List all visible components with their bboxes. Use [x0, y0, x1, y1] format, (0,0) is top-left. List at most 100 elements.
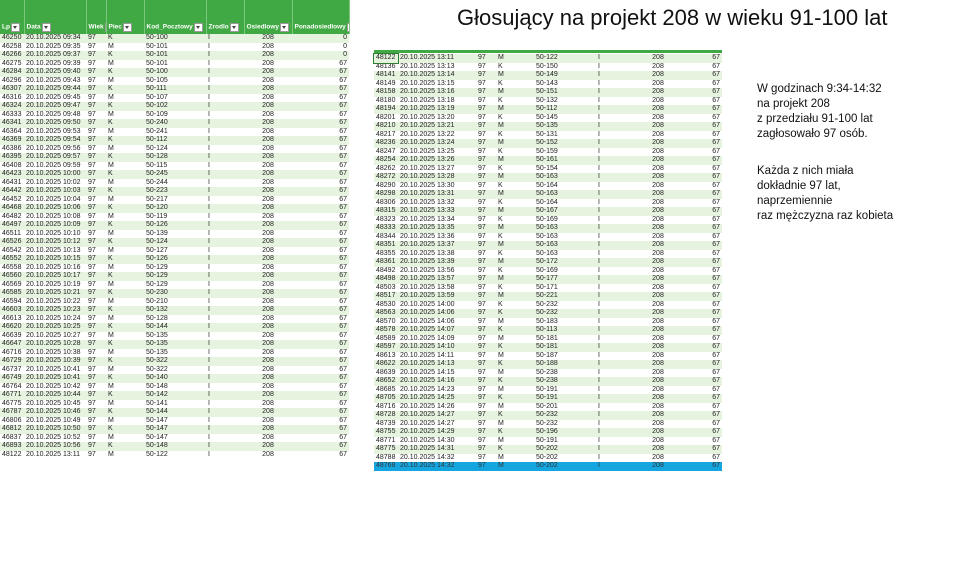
table-cell[interactable]: 48290: [374, 181, 398, 190]
table-cell[interactable]: 20.10.2025 14:26: [398, 402, 476, 411]
table-cell[interactable]: 67: [682, 266, 722, 275]
table-cell[interactable]: I: [596, 317, 634, 326]
table-cell[interactable]: I: [596, 147, 634, 156]
table-row[interactable]: 48136 20.10.2025 13:13 97 K 50-150 I 208 67: [374, 62, 722, 71]
table-cell[interactable]: 208: [634, 360, 682, 369]
table-row[interactable]: 46526 20.10.2025 10:12 97 K 50-124 I 208 67: [0, 238, 349, 247]
table-row[interactable]: 46296 20.10.2025 09:43 97 M 50-105 I 208 67: [0, 76, 349, 85]
table-cell[interactable]: 208: [634, 198, 682, 207]
table-cell[interactable]: 46613: [0, 314, 24, 323]
table-cell[interactable]: 46395: [0, 153, 24, 162]
table-row[interactable]: 48739 20.10.2025 14:27 97 M 50-232 I 208 67: [374, 419, 722, 428]
table-cell[interactable]: 50-240: [144, 119, 206, 128]
table-cell[interactable]: 208: [634, 156, 682, 165]
table-cell[interactable]: I: [596, 241, 634, 250]
table-cell[interactable]: 20.10.2025 13:25: [398, 147, 476, 156]
table-cell[interactable]: 208: [244, 144, 292, 153]
table-cell[interactable]: 97: [86, 212, 106, 221]
table-cell[interactable]: 20.10.2025 10:15: [24, 255, 86, 264]
table-cell[interactable]: 50-151: [534, 88, 596, 97]
table-cell[interactable]: 67: [682, 258, 722, 267]
table-cell[interactable]: 67: [682, 147, 722, 156]
table-cell[interactable]: 208: [244, 289, 292, 298]
table-cell[interactable]: 67: [292, 229, 349, 238]
table-cell[interactable]: K: [496, 428, 534, 437]
table-cell[interactable]: I: [596, 156, 634, 165]
table-cell[interactable]: I: [206, 59, 244, 68]
table-cell[interactable]: I: [206, 416, 244, 425]
table-cell[interactable]: 67: [682, 343, 722, 352]
table-cell[interactable]: 208: [244, 348, 292, 357]
table-cell[interactable]: 48503: [374, 283, 398, 292]
table-cell[interactable]: 48705: [374, 394, 398, 403]
table-cell[interactable]: K: [496, 198, 534, 207]
table-cell[interactable]: 20.10.2025 09:56: [24, 144, 86, 153]
table-cell[interactable]: K: [106, 340, 144, 349]
table-cell[interactable]: 97: [476, 275, 496, 284]
table-cell[interactable]: I: [206, 127, 244, 136]
table-cell[interactable]: 48344: [374, 232, 398, 241]
table-cell[interactable]: 48355: [374, 249, 398, 258]
table-row[interactable]: 46266 20.10.2025 09:37 97 K 50-101 I 208 0: [0, 51, 349, 60]
table-cell[interactable]: 50-100: [144, 68, 206, 77]
table-row[interactable]: 46729 20.10.2025 10:39 97 K 50-322 I 208 67: [0, 357, 349, 366]
table-cell[interactable]: 20.10.2025 14:29: [398, 428, 476, 437]
table-cell[interactable]: 20.10.2025 09:34: [24, 34, 86, 43]
table-cell[interactable]: 20.10.2025 10:06: [24, 204, 86, 213]
table-cell[interactable]: 67: [292, 212, 349, 221]
table-row[interactable]: 48272 20.10.2025 13:28 97 M 50-163 I 208 67: [374, 173, 722, 182]
table-cell[interactable]: M: [106, 263, 144, 272]
table-cell[interactable]: 50-101: [144, 51, 206, 60]
table-cell[interactable]: I: [596, 224, 634, 233]
table-cell[interactable]: M: [106, 416, 144, 425]
table-cell[interactable]: 97: [476, 232, 496, 241]
table-cell[interactable]: 46558: [0, 263, 24, 272]
table-cell[interactable]: 20.10.2025 13:15: [398, 79, 476, 88]
table-cell[interactable]: 50-154: [534, 164, 596, 173]
table-cell[interactable]: 97: [86, 408, 106, 417]
table-cell[interactable]: 208: [634, 368, 682, 377]
table-cell[interactable]: 208: [244, 365, 292, 374]
table-cell[interactable]: 48247: [374, 147, 398, 156]
table-cell[interactable]: 67: [682, 71, 722, 80]
table-row[interactable]: 48351 20.10.2025 13:37 97 M 50-163 I 208 67: [374, 241, 722, 250]
table-cell[interactable]: 50-210: [144, 297, 206, 306]
table-cell[interactable]: 46552: [0, 255, 24, 264]
table-cell[interactable]: 208: [244, 374, 292, 383]
table-row[interactable]: 48344 20.10.2025 13:36 97 K 50-163 I 208 67: [374, 232, 722, 241]
table-cell[interactable]: 20.10.2025 14:06: [398, 317, 476, 326]
table-cell[interactable]: 208: [244, 433, 292, 442]
table-cell[interactable]: 50-169: [534, 215, 596, 224]
table-cell[interactable]: 97: [86, 382, 106, 391]
table-row[interactable]: 48613 20.10.2025 14:11 97 M 50-187 I 208 67: [374, 351, 722, 360]
table-cell[interactable]: I: [206, 212, 244, 221]
table-cell[interactable]: 46620: [0, 323, 24, 332]
table-cell[interactable]: M: [106, 59, 144, 68]
table-cell[interactable]: 67: [292, 170, 349, 179]
table-cell[interactable]: 50-150: [534, 62, 596, 71]
table-cell[interactable]: K: [106, 102, 144, 111]
table-cell[interactable]: K: [106, 187, 144, 196]
table-cell[interactable]: 208: [244, 391, 292, 400]
table-cell[interactable]: 67: [682, 453, 722, 462]
table-cell[interactable]: 97: [86, 144, 106, 153]
table-cell[interactable]: 20.10.2025 10:12: [24, 238, 86, 247]
table-cell[interactable]: 67: [292, 161, 349, 170]
table-cell[interactable]: I: [206, 204, 244, 213]
table-cell[interactable]: 50-149: [534, 71, 596, 80]
table-cell[interactable]: 20.10.2025 10:00: [24, 170, 86, 179]
table-cell[interactable]: 50-238: [534, 368, 596, 377]
table-cell[interactable]: 20.10.2025 10:10: [24, 229, 86, 238]
table-cell[interactable]: 50-129: [144, 272, 206, 281]
table-cell[interactable]: 50-100: [144, 34, 206, 43]
table-cell[interactable]: K: [496, 249, 534, 258]
table-cell[interactable]: 50-230: [144, 289, 206, 298]
table-cell[interactable]: M: [496, 368, 534, 377]
table-cell[interactable]: 67: [292, 323, 349, 332]
table-row[interactable]: 48361 20.10.2025 13:39 97 M 50-172 I 208 67: [374, 258, 722, 267]
table-row[interactable]: 48210 20.10.2025 13:21 97 M 50-135 I 208 67: [374, 122, 722, 131]
table-cell[interactable]: 67: [292, 357, 349, 366]
table-cell[interactable]: 20.10.2025 13:14: [398, 71, 476, 80]
table-row[interactable]: 46542 20.10.2025 10:13 97 M 50-127 I 208 67: [0, 246, 349, 255]
table-cell[interactable]: 97: [476, 88, 496, 97]
